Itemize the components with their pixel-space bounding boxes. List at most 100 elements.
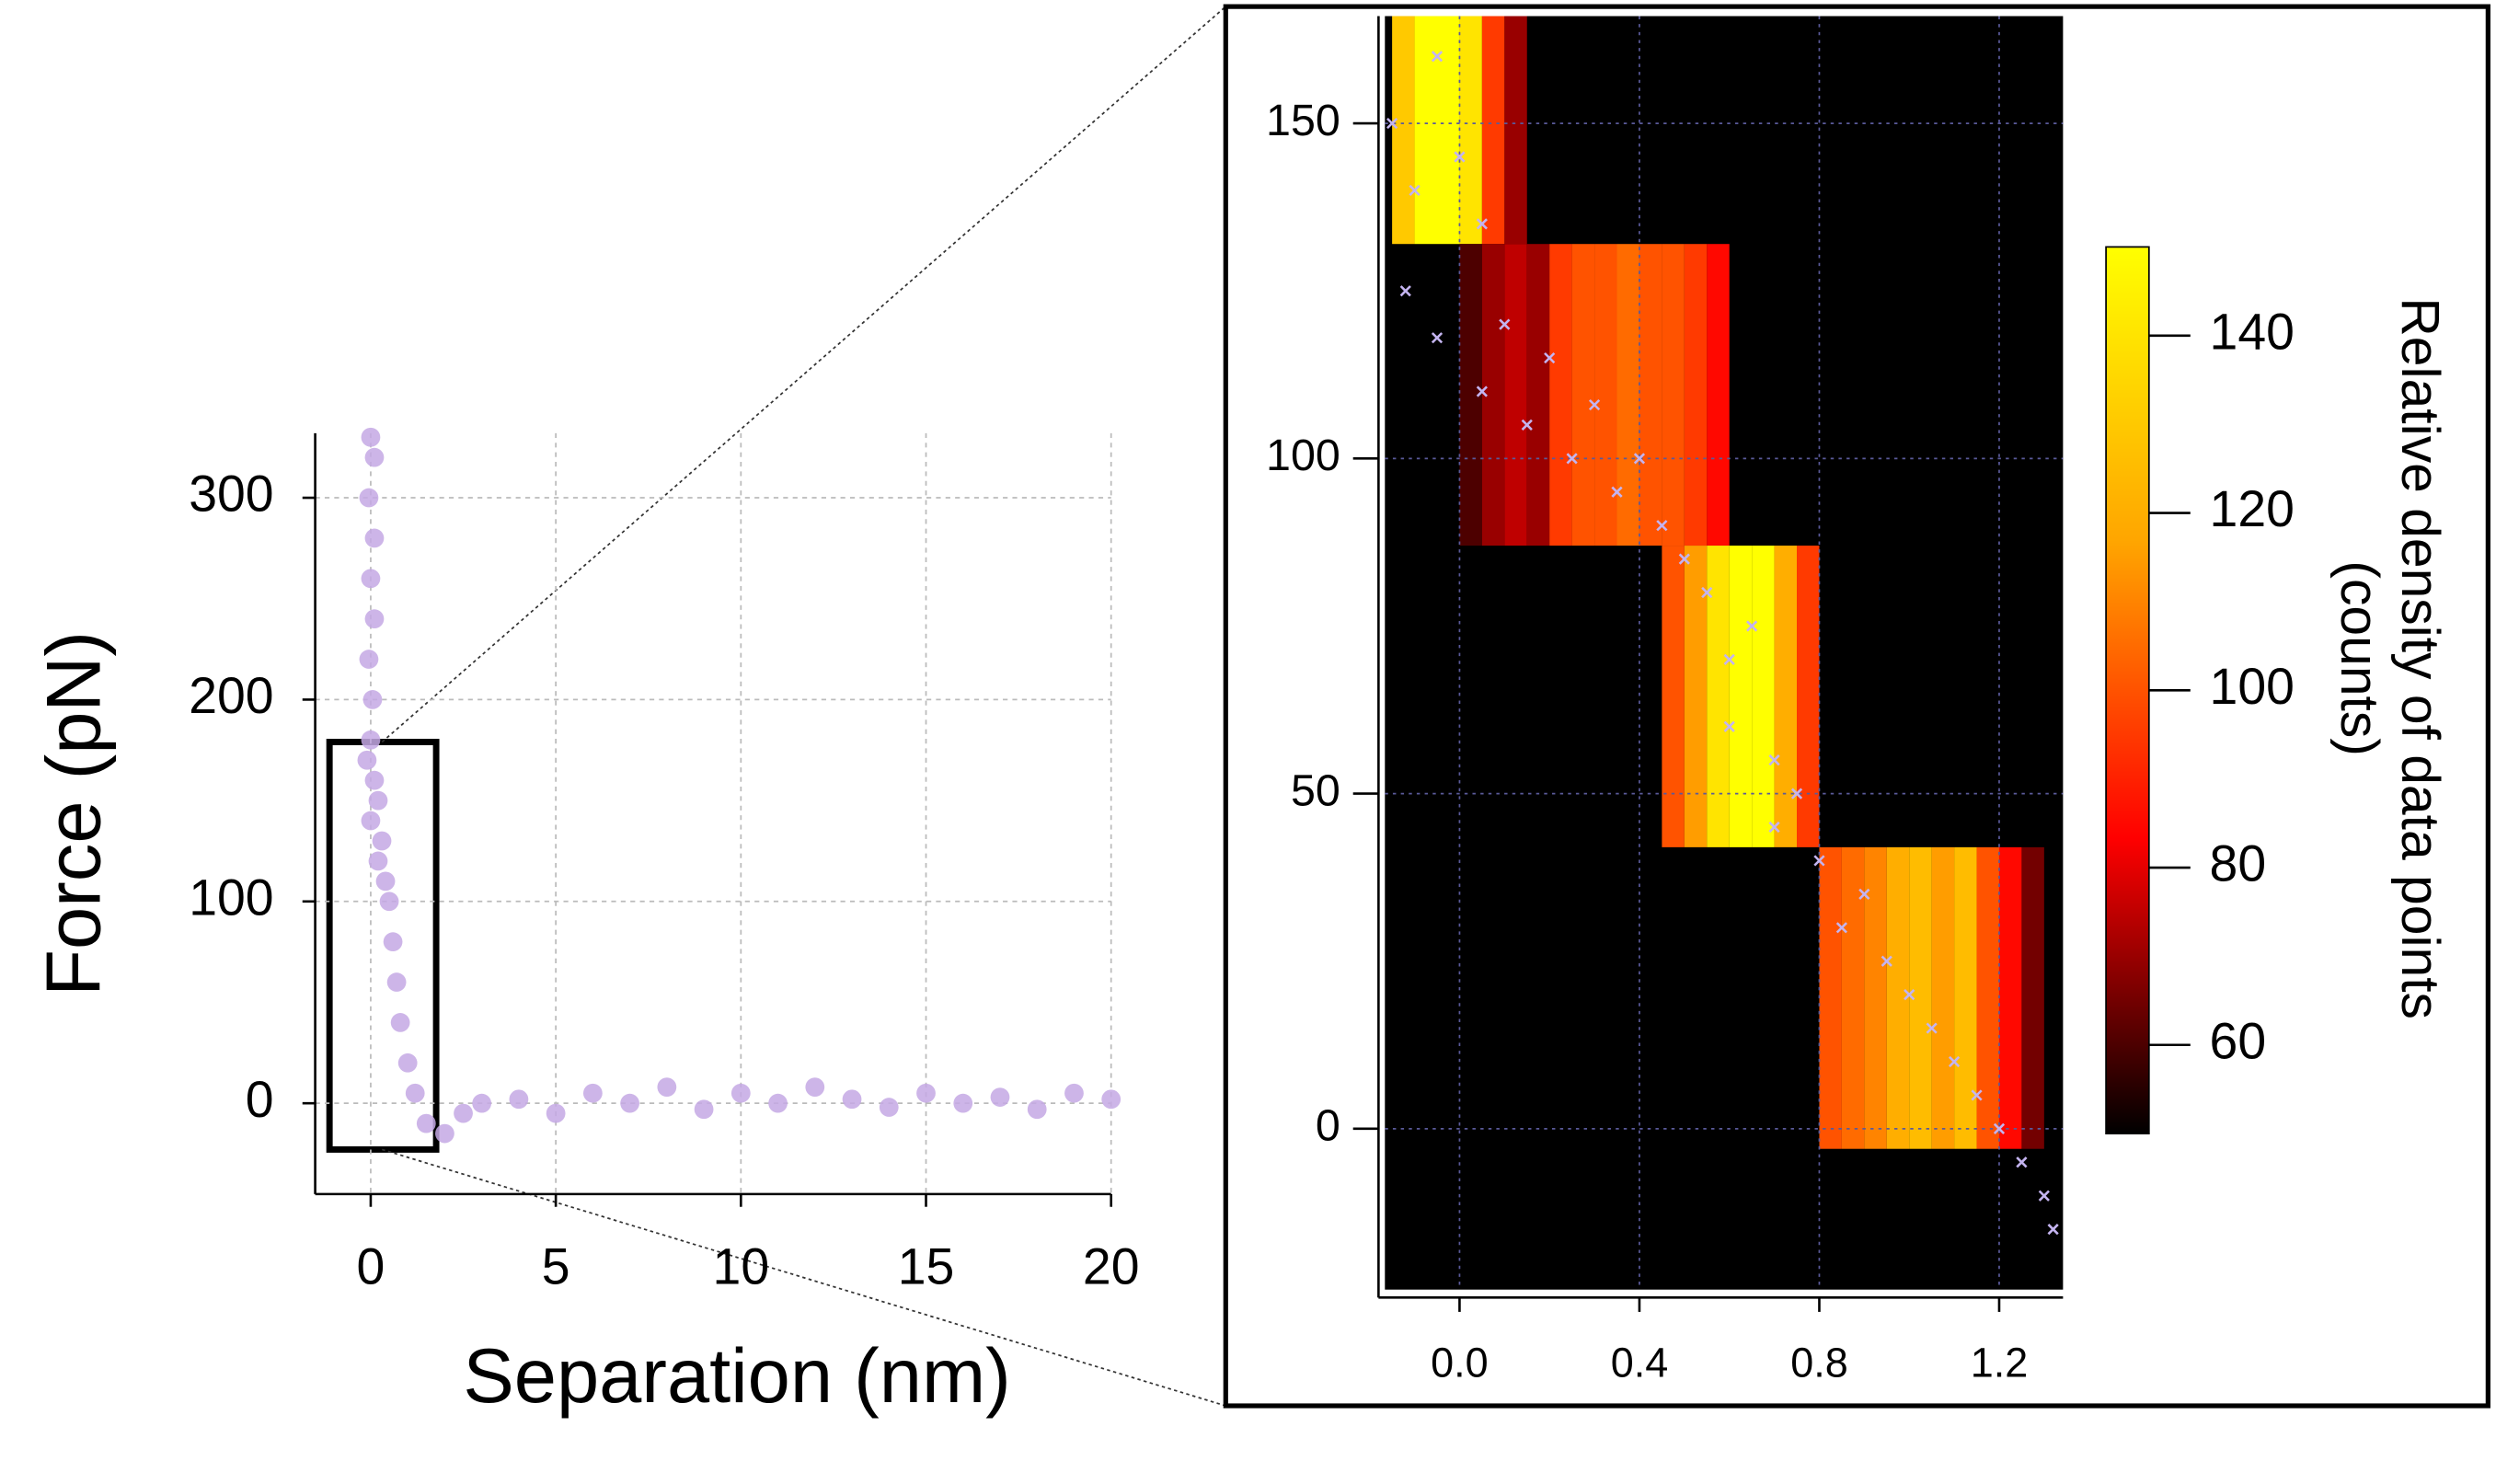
- heatmap-cell: [1707, 244, 1730, 546]
- point: [383, 932, 403, 952]
- point: [397, 1053, 418, 1073]
- point: [368, 851, 388, 871]
- y-axis-label: Force (pN): [30, 631, 116, 996]
- point: [1633, 453, 1646, 465]
- point: [694, 1099, 714, 1120]
- colorbar-tick-label: 100: [2210, 658, 2295, 715]
- point: [379, 892, 399, 912]
- y-tick-label: 0: [246, 1071, 274, 1128]
- point: [916, 1083, 936, 1103]
- heatmap-cell: [1549, 244, 1572, 546]
- point: [1499, 318, 1511, 330]
- point: [509, 1089, 529, 1110]
- point: [361, 569, 381, 589]
- x-axis-label: Separation (nm): [463, 1333, 1010, 1419]
- heatmap-cell: [1459, 16, 1482, 245]
- point: [364, 528, 385, 548]
- heatmap-cell: [1571, 244, 1595, 546]
- point: [1948, 1055, 1961, 1068]
- point: [953, 1093, 973, 1113]
- point: [620, 1093, 639, 1113]
- point: [2038, 1190, 2050, 1202]
- point: [2016, 1156, 2028, 1168]
- colorbar-tick-label: 80: [2210, 835, 2267, 892]
- heatmap-cell: [1414, 16, 1437, 245]
- heatmap-cell: [1662, 244, 1685, 546]
- point: [1566, 453, 1578, 465]
- point: [1971, 1089, 1983, 1101]
- point: [1904, 989, 1915, 1001]
- point: [1701, 586, 1713, 599]
- point: [842, 1089, 862, 1110]
- point: [1768, 821, 1780, 834]
- point: [1476, 385, 1488, 397]
- heatmap-cell: [1684, 244, 1708, 546]
- x-tick-label: 0: [357, 1238, 385, 1295]
- x-tick-label: 20: [1083, 1238, 1140, 1295]
- point: [1386, 117, 1398, 130]
- y-tick-label: 200: [189, 667, 273, 724]
- point: [1521, 419, 1533, 431]
- point: [1858, 888, 1870, 900]
- point: [1101, 1089, 1121, 1110]
- point: [472, 1093, 492, 1113]
- x-tick-label: 0.8: [1790, 1340, 1848, 1386]
- x-tick-label: 10: [713, 1238, 770, 1295]
- x-tick-label: 0.4: [1611, 1340, 1669, 1386]
- colorbar-tick-label: 60: [2210, 1012, 2267, 1069]
- point: [361, 427, 381, 447]
- heatmap-cell: [1976, 846, 1999, 1149]
- heatmap-cell: [1841, 846, 1865, 1149]
- point: [405, 1083, 425, 1103]
- point: [1926, 1022, 1938, 1034]
- heatmap-cell: [1504, 16, 1527, 245]
- heatmap-cell: [1526, 244, 1550, 546]
- point: [1409, 184, 1421, 197]
- y-tick-label: 100: [189, 869, 273, 926]
- heatmap-cell: [1616, 244, 1639, 546]
- point: [1476, 218, 1488, 230]
- point: [1723, 720, 1735, 732]
- heatmap-cell: [1774, 546, 1798, 847]
- point: [1723, 653, 1735, 666]
- point: [1678, 553, 1690, 565]
- point: [416, 1113, 436, 1133]
- point: [386, 972, 407, 992]
- x-tick-label: 5: [542, 1238, 570, 1295]
- point: [372, 831, 392, 851]
- point: [1027, 1099, 1047, 1120]
- point: [805, 1077, 825, 1097]
- heatmap-cell: [1481, 16, 1505, 245]
- point: [362, 690, 383, 709]
- heatmap-cell: [1684, 546, 1708, 847]
- point: [364, 447, 385, 467]
- point: [361, 730, 381, 750]
- y-tick-label: 300: [189, 466, 273, 523]
- colorbar-label: Relative density of data points: [2390, 297, 2450, 1019]
- point: [435, 1123, 454, 1144]
- zoom-connector: [382, 1148, 1226, 1407]
- colorbar-tick-label: 120: [2210, 480, 2295, 537]
- point: [546, 1103, 566, 1123]
- heatmap-cell: [1931, 846, 1955, 1149]
- y-tick-label: 0: [1316, 1101, 1340, 1151]
- y-tick-label: 100: [1266, 431, 1340, 480]
- point: [1064, 1083, 1084, 1103]
- heatmap-cell: [1752, 546, 1775, 847]
- point: [1431, 332, 1444, 344]
- zoom-connector: [381, 6, 1226, 743]
- point: [1746, 620, 1758, 632]
- point: [1611, 486, 1623, 498]
- point: [1656, 520, 1668, 532]
- heatmap-cell: [1504, 244, 1527, 546]
- heatmap-cell: [2021, 846, 2044, 1149]
- point: [2047, 1224, 2059, 1236]
- colorbar: [2105, 246, 2150, 1135]
- point: [879, 1098, 899, 1117]
- colorbar-tick-label: 140: [2210, 303, 2295, 360]
- inset-frame: [1223, 4, 2490, 1409]
- point: [375, 871, 396, 892]
- heatmap-cell: [1954, 846, 1977, 1149]
